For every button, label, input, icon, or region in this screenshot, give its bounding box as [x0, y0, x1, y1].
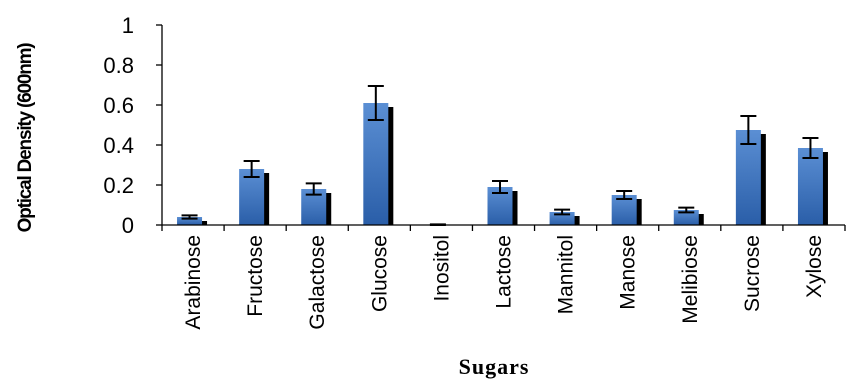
x-tick-label-arabinose: Arabinose — [182, 235, 205, 330]
x-tick-label-lactose: Lactose — [493, 235, 516, 309]
y-tick-label: 0.2 — [103, 173, 134, 198]
error-bar-manose — [616, 190, 633, 200]
x-tick-label-xylose: Xylose — [803, 235, 826, 298]
x-tick-label-manose: Manose — [617, 235, 640, 310]
x-tick-label-fructose: Fructose — [244, 235, 267, 317]
x-tick-label-galactose: Galactose — [306, 235, 329, 330]
bar-melibiose — [673, 210, 699, 225]
error-bar-arabinose — [181, 214, 198, 220]
x-axis-title: Sugars — [459, 354, 530, 379]
bar-xylose — [797, 148, 823, 225]
bar-fructose — [239, 169, 265, 225]
bar-shadow-sucrose — [758, 134, 766, 225]
x-tick-label-melibiose: Melibiose — [679, 235, 702, 324]
error-bar-mannitol — [554, 208, 571, 216]
error-bar-sucrose — [740, 115, 757, 145]
y-tick-label: 0.6 — [103, 93, 134, 118]
bar-sucrose — [735, 130, 761, 225]
y-tick-label: 0.4 — [103, 133, 134, 158]
bar-shadow-galactose — [324, 193, 332, 225]
bar-shadow-manose — [634, 199, 642, 225]
y-tick-label: 1 — [122, 13, 134, 38]
x-tick-label-mannitol: Mannitol — [555, 235, 578, 314]
bar-glucose — [363, 103, 389, 225]
y-axis-title: Optical Density (600nm) — [15, 43, 36, 233]
labels-layer: Arabinose Fructose Galactose Glucose Inosito… — [103, 13, 826, 330]
bar-shadow-lactose — [510, 191, 518, 225]
bar-shadow-glucose — [386, 107, 394, 225]
bar-shadow-mannitol — [572, 216, 580, 225]
error-bar-galactose — [305, 182, 322, 196]
bars-layer — [177, 85, 828, 226]
axes-layer — [156, 24, 846, 231]
y-tick-label: 0.8 — [103, 53, 134, 78]
bar-shadow-fructose — [262, 173, 270, 225]
error-bar-xylose — [802, 137, 819, 159]
error-bar-melibiose — [678, 206, 695, 214]
y-tick-label: 0 — [122, 213, 134, 238]
error-bar-fructose — [243, 160, 260, 178]
bar-shadow-melibiose — [696, 214, 704, 225]
x-tick-label-inositol: Inositol — [430, 235, 453, 302]
error-bar-lactose — [492, 180, 508, 194]
bar-shadow-xylose — [820, 152, 828, 225]
x-tick-label-glucose: Glucose — [368, 235, 391, 312]
x-tick-label-sucrose: Sucrose — [741, 235, 764, 312]
bar-shadow-arabinose — [200, 221, 208, 225]
error-bar-glucose — [367, 85, 384, 121]
bar-arabinose — [177, 217, 203, 225]
